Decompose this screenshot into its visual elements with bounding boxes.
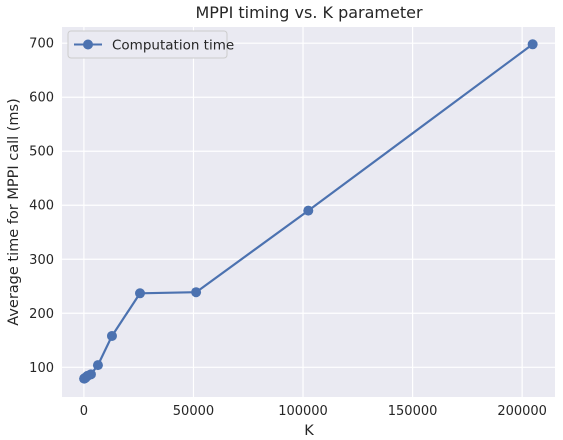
data-point [191, 287, 202, 298]
data-point [303, 205, 314, 216]
x-tick-label: 50000 [173, 404, 214, 419]
y-tick-label: 200 [29, 307, 54, 322]
legend-marker-sample [83, 39, 93, 50]
legend: Computation time [67, 30, 234, 59]
x-axis-ticks: 0 50000 100000 150000 200000 [80, 404, 547, 419]
y-axis-ticks: 100 200 300 400 500 600 700 [29, 37, 54, 376]
x-tick-label: 150000 [388, 404, 438, 419]
y-tick-label: 600 [29, 91, 54, 106]
y-tick-label: 500 [29, 145, 54, 160]
y-tick-label: 100 [29, 361, 54, 376]
chart-title: MPPI timing vs. K parameter [195, 3, 422, 22]
y-tick-label: 300 [29, 253, 54, 268]
legend-box [67, 30, 228, 59]
series-group [79, 39, 538, 384]
y-tick-label: 700 [29, 37, 54, 52]
x-tick-label: 0 [80, 404, 88, 419]
data-point [135, 288, 146, 299]
x-tick-label: 200000 [497, 404, 547, 419]
data-point [106, 330, 117, 341]
x-axis-label: K [304, 423, 314, 439]
data-point [92, 360, 103, 371]
data-point [527, 39, 538, 50]
grid [62, 27, 555, 397]
y-axis-label: Average time for MPPI call (ms) [6, 98, 22, 325]
y-tick-label: 400 [29, 199, 54, 214]
x-tick-label: 100000 [278, 404, 328, 419]
legend-entry-computation-time: Computation time [112, 38, 234, 54]
data-point [85, 369, 96, 380]
